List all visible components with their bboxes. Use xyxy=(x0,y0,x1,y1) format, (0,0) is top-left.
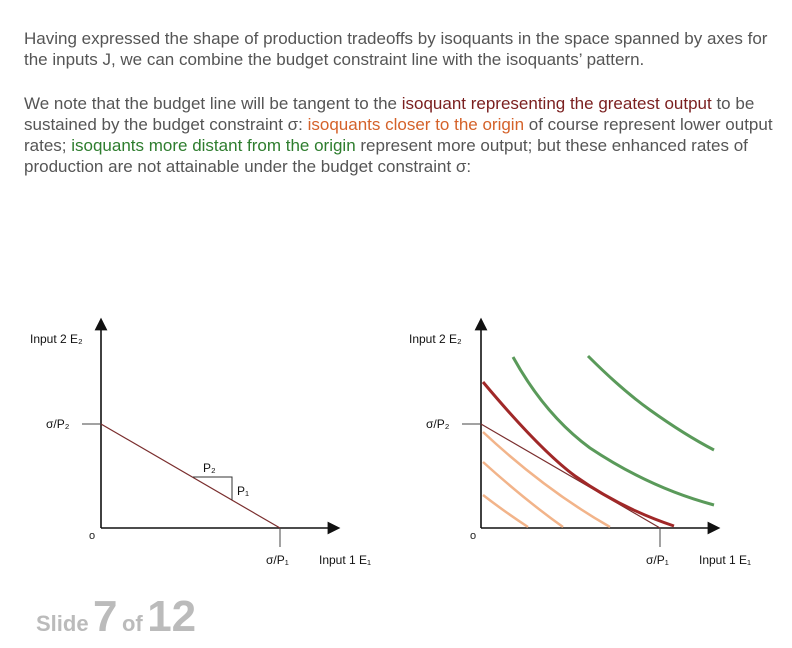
p2-text-a: We note that the budget line will be tan… xyxy=(24,94,402,113)
left-y-axis-label: Input 2 E₂ xyxy=(30,332,83,346)
left-diagram xyxy=(82,317,341,547)
left-origin-label: o xyxy=(89,530,96,542)
slope-triangle xyxy=(193,476,233,500)
slope-rise-label: P₁ xyxy=(237,484,250,498)
left-y-intercept-label: σ/P₂ xyxy=(46,417,70,431)
slide-word: Slide xyxy=(36,611,89,636)
p2-text-d: represent more output; but these enhance… xyxy=(24,136,748,176)
highlight-distant-isoquants: isoquants more distant from the origin xyxy=(71,136,356,155)
right-x-axis-label: Input 1 E₁ xyxy=(699,553,752,567)
left-x-axis-label: Input 1 E₁ xyxy=(319,553,372,567)
slide-total: 12 xyxy=(147,592,197,641)
p2-text-c: of course represent lower output rates; xyxy=(24,115,773,155)
slide-number: 7 xyxy=(93,592,118,641)
right-y-axis-label: Input 2 E₂ xyxy=(409,332,462,346)
isoquant-low-1 xyxy=(482,494,529,529)
p2-text-b: to be sustained by the budget constraint… xyxy=(24,94,755,134)
highlight-closer-isoquants: isoquants closer to the origin xyxy=(307,115,525,134)
right-origin-label: o xyxy=(470,530,477,542)
left-x-intercept-label: σ/P₁ xyxy=(266,553,289,567)
of-word: of xyxy=(121,611,143,636)
right-x-intercept-label: σ/P₁ xyxy=(646,553,669,567)
tangency-paragraph: We note that the budget line will be tan… xyxy=(24,93,774,177)
isoquant-high-2 xyxy=(586,354,715,452)
slope-run-label: P₂ xyxy=(203,461,216,475)
intro-paragraph: Having expressed the shape of production… xyxy=(24,29,768,69)
isoquant-high-1 xyxy=(511,356,715,507)
isoquant-tangent xyxy=(481,381,675,528)
highlight-greatest-output: isoquant representing the greatest outpu… xyxy=(401,94,712,113)
isoquant-low-3 xyxy=(482,431,611,529)
slide-counter: Slide 7 of 12 xyxy=(36,592,196,642)
left-budget-line xyxy=(100,423,281,529)
right-budget-line xyxy=(480,423,661,529)
right-diagram xyxy=(462,317,721,547)
right-y-intercept-label: σ/P₂ xyxy=(426,417,450,431)
isoquant-low-2 xyxy=(482,461,564,529)
